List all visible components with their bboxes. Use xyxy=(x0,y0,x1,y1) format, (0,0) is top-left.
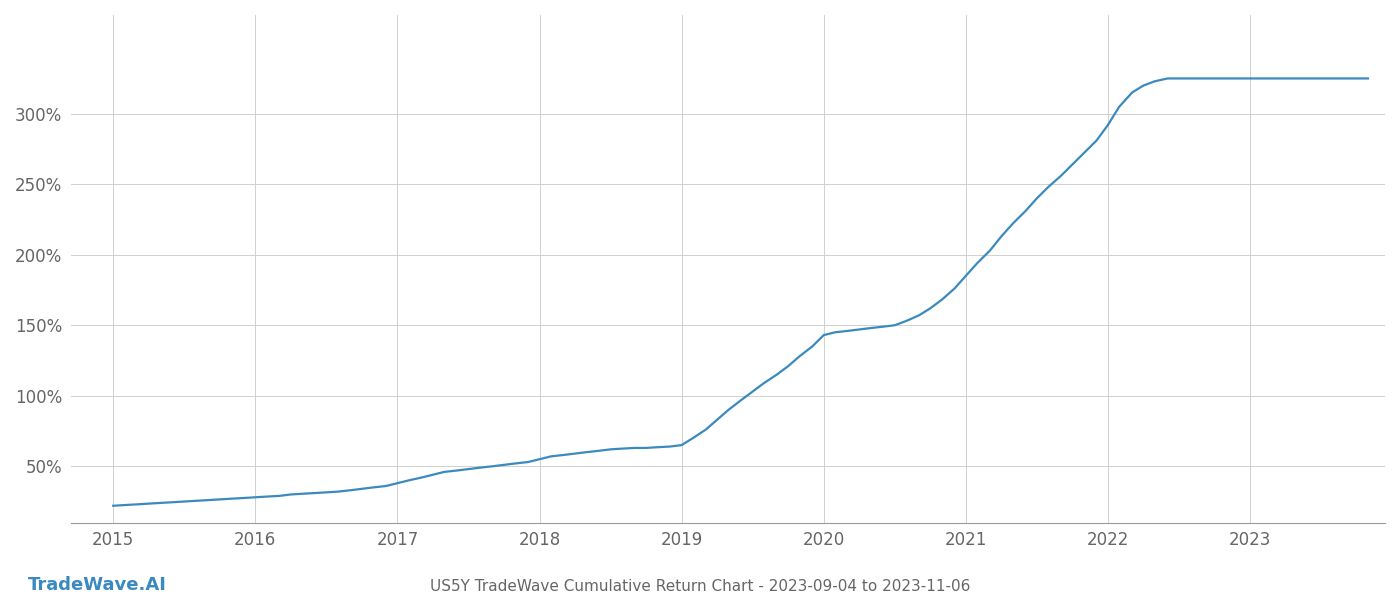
Text: US5Y TradeWave Cumulative Return Chart - 2023-09-04 to 2023-11-06: US5Y TradeWave Cumulative Return Chart -… xyxy=(430,579,970,594)
Text: TradeWave.AI: TradeWave.AI xyxy=(28,576,167,594)
